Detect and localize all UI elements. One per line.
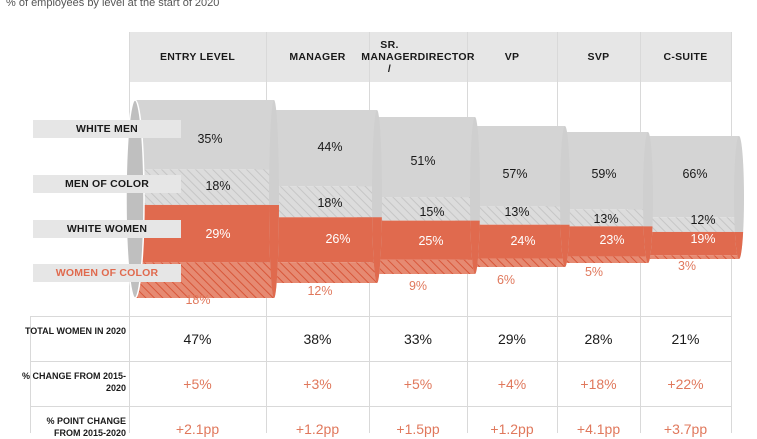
table-cell: +18% (580, 376, 617, 392)
value-label-men-of-color: 18% (317, 196, 343, 210)
grid-hline (30, 406, 731, 407)
table-cell: +1.2pp (490, 421, 534, 437)
grid-vline (30, 316, 31, 433)
value-label-men-of-color: 13% (504, 205, 530, 219)
value-label-white-women: 26% (325, 232, 351, 246)
value-label-white-women: 19% (690, 232, 716, 246)
bar-segment-white-men (463, 126, 565, 207)
bar-segment-men-of-color (553, 209, 648, 227)
bar-segment-men-of-color (262, 186, 377, 218)
table-cell: +5% (403, 376, 433, 392)
bar-segment-men-of-color (365, 197, 475, 221)
value-label-white-women: 29% (205, 227, 231, 241)
bar-segment-white-women (262, 217, 377, 263)
bar-segment-women-of-color (365, 259, 475, 274)
value-label-men-of-color: 12% (690, 213, 716, 227)
chart-subtitle: % of employees by level at the start of … (6, 0, 220, 9)
bar-4 (453, 125, 570, 268)
value-label-men-of-color: 18% (205, 179, 231, 193)
legend-women-of-color: WOMEN OF COLOR (33, 264, 181, 282)
value-label-white-women: 24% (510, 234, 536, 248)
legend-men-of-color: MEN OF COLOR (33, 175, 181, 193)
bar-end-coral (560, 224, 570, 267)
bar-segment-white-women (365, 220, 475, 260)
value-label-women-of-color: 18% (185, 293, 211, 307)
value-label-white-women: 23% (599, 233, 625, 247)
bar-segment-white-women (636, 231, 739, 256)
grid-hline (30, 316, 731, 317)
table-cell: +1.5pp (396, 421, 440, 437)
bar-2 (252, 109, 382, 284)
value-label-white-men: 66% (682, 167, 708, 181)
table-cell: +4% (497, 376, 527, 392)
value-label-women-of-color: 5% (584, 265, 604, 279)
bar-segment-white-men (365, 117, 475, 198)
bar-segment-women-of-color (553, 256, 648, 263)
value-label-women-of-color: 3% (677, 259, 697, 273)
bar-segment-white-men (636, 136, 739, 218)
bar-1 (125, 99, 279, 299)
table-cell: +3.7pp (663, 421, 708, 437)
bar-end-coral (372, 217, 382, 283)
column-header: ENTRY LEVEL (159, 51, 236, 63)
table-cell: +4.1pp (576, 421, 621, 437)
column-header: MANAGER (289, 51, 346, 63)
value-label-white-men: 51% (410, 154, 436, 168)
value-label-women-of-color: 6% (496, 273, 516, 287)
legend-white-women: WHITE WOMEN (33, 220, 181, 238)
row-label: % POINT CHANGE FROM 2015-2020 (46, 416, 126, 438)
row-label: TOTAL WOMEN IN 2020 (24, 326, 126, 336)
value-label-white-men: 57% (502, 167, 528, 181)
bar-cap (125, 99, 145, 299)
bar-end (734, 136, 744, 259)
header-band (129, 32, 731, 82)
bar-segment-white-women (463, 224, 565, 259)
bar-end-coral (734, 231, 744, 259)
value-label-women-of-color: 9% (408, 279, 428, 293)
bar-segment-men-of-color (463, 206, 565, 225)
grid-hline (30, 361, 731, 362)
table-cell: +5% (183, 376, 212, 392)
value-label-white-men: 59% (591, 167, 617, 181)
value-label-white-men: 35% (197, 132, 223, 146)
table-cell: +2.1pp (175, 421, 220, 437)
bar-end-coral (643, 226, 653, 263)
table-cell: +22% (667, 376, 704, 392)
table-cell: 33% (403, 331, 433, 347)
value-label-men-of-color: 15% (419, 205, 445, 219)
legend-white-men: WHITE MEN (33, 120, 181, 138)
column-header: VP (504, 51, 520, 63)
bar-end-coral (269, 204, 279, 298)
bar-segment-women-of-color (463, 258, 565, 267)
bar-segment-men-of-color (636, 217, 739, 232)
table-cell: +3% (303, 376, 332, 392)
column-header: SR. MANAGER / DIRECTOR (361, 39, 475, 75)
table-cell: 28% (584, 331, 613, 347)
table-cell: 38% (303, 331, 332, 347)
bar-end-coral (470, 220, 480, 274)
value-label-women-of-color: 12% (307, 284, 333, 298)
value-label-men-of-color: 13% (593, 212, 619, 226)
value-label-white-men: 44% (317, 140, 343, 154)
table-cell: 47% (183, 331, 212, 347)
value-label-white-women: 25% (418, 234, 444, 248)
column-header: SVP (587, 51, 610, 63)
bar-segment-white-men (262, 110, 377, 187)
table-cell: 21% (671, 331, 700, 347)
bar-segment-women-of-color (636, 255, 739, 259)
column-header: C-SUITE (663, 51, 708, 63)
bar-segment-women-of-color (262, 262, 377, 283)
row-label: % CHANGE FROM 2015-2020 (21, 371, 126, 393)
table-cell: +1.2pp (295, 421, 340, 437)
table-cell: 29% (497, 331, 527, 347)
